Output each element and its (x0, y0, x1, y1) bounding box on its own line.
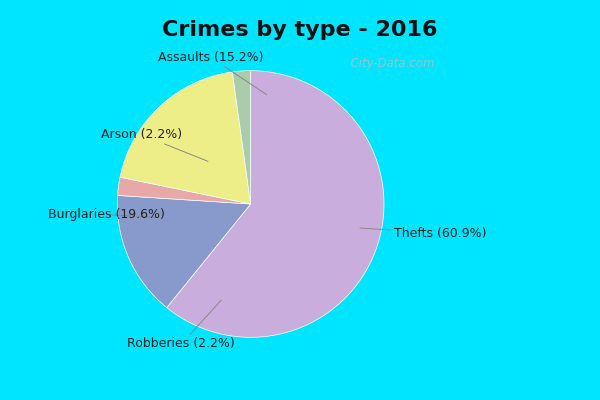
Text: Burglaries (19.6%): Burglaries (19.6%) (48, 208, 165, 221)
Wedge shape (167, 71, 384, 337)
Text: Crimes by type - 2016: Crimes by type - 2016 (162, 20, 438, 40)
Text: Thefts (60.9%): Thefts (60.9%) (360, 227, 486, 240)
Text: Arson (2.2%): Arson (2.2%) (101, 128, 208, 161)
Text: Assaults (15.2%): Assaults (15.2%) (158, 51, 266, 95)
Wedge shape (232, 71, 251, 204)
Wedge shape (118, 177, 251, 204)
Text: Robberies (2.2%): Robberies (2.2%) (127, 300, 235, 350)
Text: City-Data.com: City-Data.com (343, 58, 434, 70)
Wedge shape (120, 72, 251, 204)
Wedge shape (118, 196, 251, 308)
